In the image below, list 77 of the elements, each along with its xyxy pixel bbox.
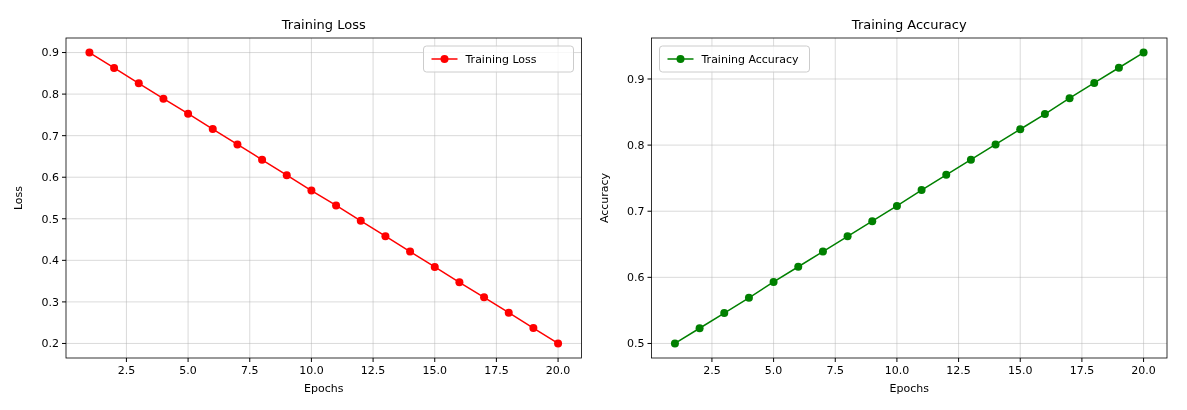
point: [917, 186, 926, 195]
legend-label: Training Accuracy: [700, 52, 800, 66]
x-tick-label: 17.5: [484, 364, 509, 377]
point: [942, 170, 951, 179]
point: [307, 186, 316, 195]
point: [208, 125, 217, 134]
legend-label: Training Loss: [464, 52, 537, 66]
point: [769, 277, 778, 286]
y-tick-label: 0.5: [627, 337, 645, 351]
y-tick-label: 0.7: [41, 129, 59, 143]
point: [332, 201, 341, 210]
x-tick-label: 20.0: [545, 364, 571, 377]
point: [695, 324, 704, 333]
y-tick-label: 0.4: [41, 254, 59, 268]
point: [991, 140, 1000, 149]
point: [455, 278, 464, 287]
point: [794, 262, 803, 271]
point: [966, 155, 975, 164]
point: [843, 232, 852, 241]
chart-title: Training Loss: [280, 17, 366, 32]
point: [670, 339, 679, 348]
y-tick-label: 0.6: [627, 271, 645, 285]
x-tick-label: 17.5: [1069, 364, 1095, 377]
y-tick-label: 0.5: [41, 212, 59, 226]
point: [110, 63, 119, 72]
y-axis-title: Loss: [12, 185, 25, 211]
point: [868, 217, 877, 226]
x-tick-label: 7.5: [826, 364, 844, 377]
y-tick-label: 0.7: [627, 205, 645, 219]
point: [159, 94, 168, 103]
x-tick-label: 5.0: [764, 364, 783, 377]
x-tick-label: 15.0: [1007, 364, 1033, 377]
point: [233, 140, 242, 149]
point: [529, 324, 538, 333]
x-tick-label: 12.5: [946, 364, 971, 377]
chart-title: Training Accuracy: [850, 17, 967, 32]
point: [430, 262, 439, 271]
y-tick-label: 0.6: [41, 171, 59, 185]
point: [744, 293, 753, 302]
point: [1040, 110, 1049, 119]
point: [356, 216, 365, 225]
point: [282, 171, 291, 180]
y-tick-label: 0.9: [627, 72, 645, 86]
point: [504, 308, 513, 317]
point: [406, 247, 415, 256]
point: [85, 48, 94, 57]
point: [1016, 125, 1025, 134]
x-axis-title: Epochs: [889, 382, 930, 395]
x-tick-label: 2.5: [703, 364, 721, 377]
point: [258, 155, 267, 164]
point: [184, 109, 193, 118]
point: [1114, 63, 1123, 72]
point: [1065, 94, 1074, 103]
point: [554, 339, 563, 348]
point: [892, 201, 901, 210]
x-tick-label: 10.0: [884, 364, 910, 377]
y-axis-title: Accuracy: [597, 172, 611, 224]
y-tick-label: 0.3: [41, 295, 59, 309]
point: [480, 293, 489, 302]
point: [720, 309, 729, 318]
x-tick-label: 2.5: [117, 364, 136, 377]
y-tick-label: 0.8: [41, 87, 59, 101]
x-tick-label: 20.0: [1131, 364, 1156, 377]
x-tick-label: 12.5: [360, 364, 386, 377]
y-tick-label: 0.2: [41, 337, 59, 351]
x-tick-label: 10.0: [299, 364, 324, 377]
point: [381, 232, 390, 241]
point: [134, 79, 143, 88]
x-tick-label: 7.5: [241, 364, 259, 377]
x-tick-label: 5.0: [179, 364, 197, 377]
point: [818, 247, 827, 256]
x-tick-label: 15.0: [422, 364, 447, 377]
y-tick-label: 0.9: [41, 46, 59, 60]
x-axis-title: Epochs: [304, 382, 344, 395]
point: [1090, 78, 1099, 87]
point: [1139, 48, 1148, 57]
y-tick-label: 0.8: [627, 138, 645, 152]
